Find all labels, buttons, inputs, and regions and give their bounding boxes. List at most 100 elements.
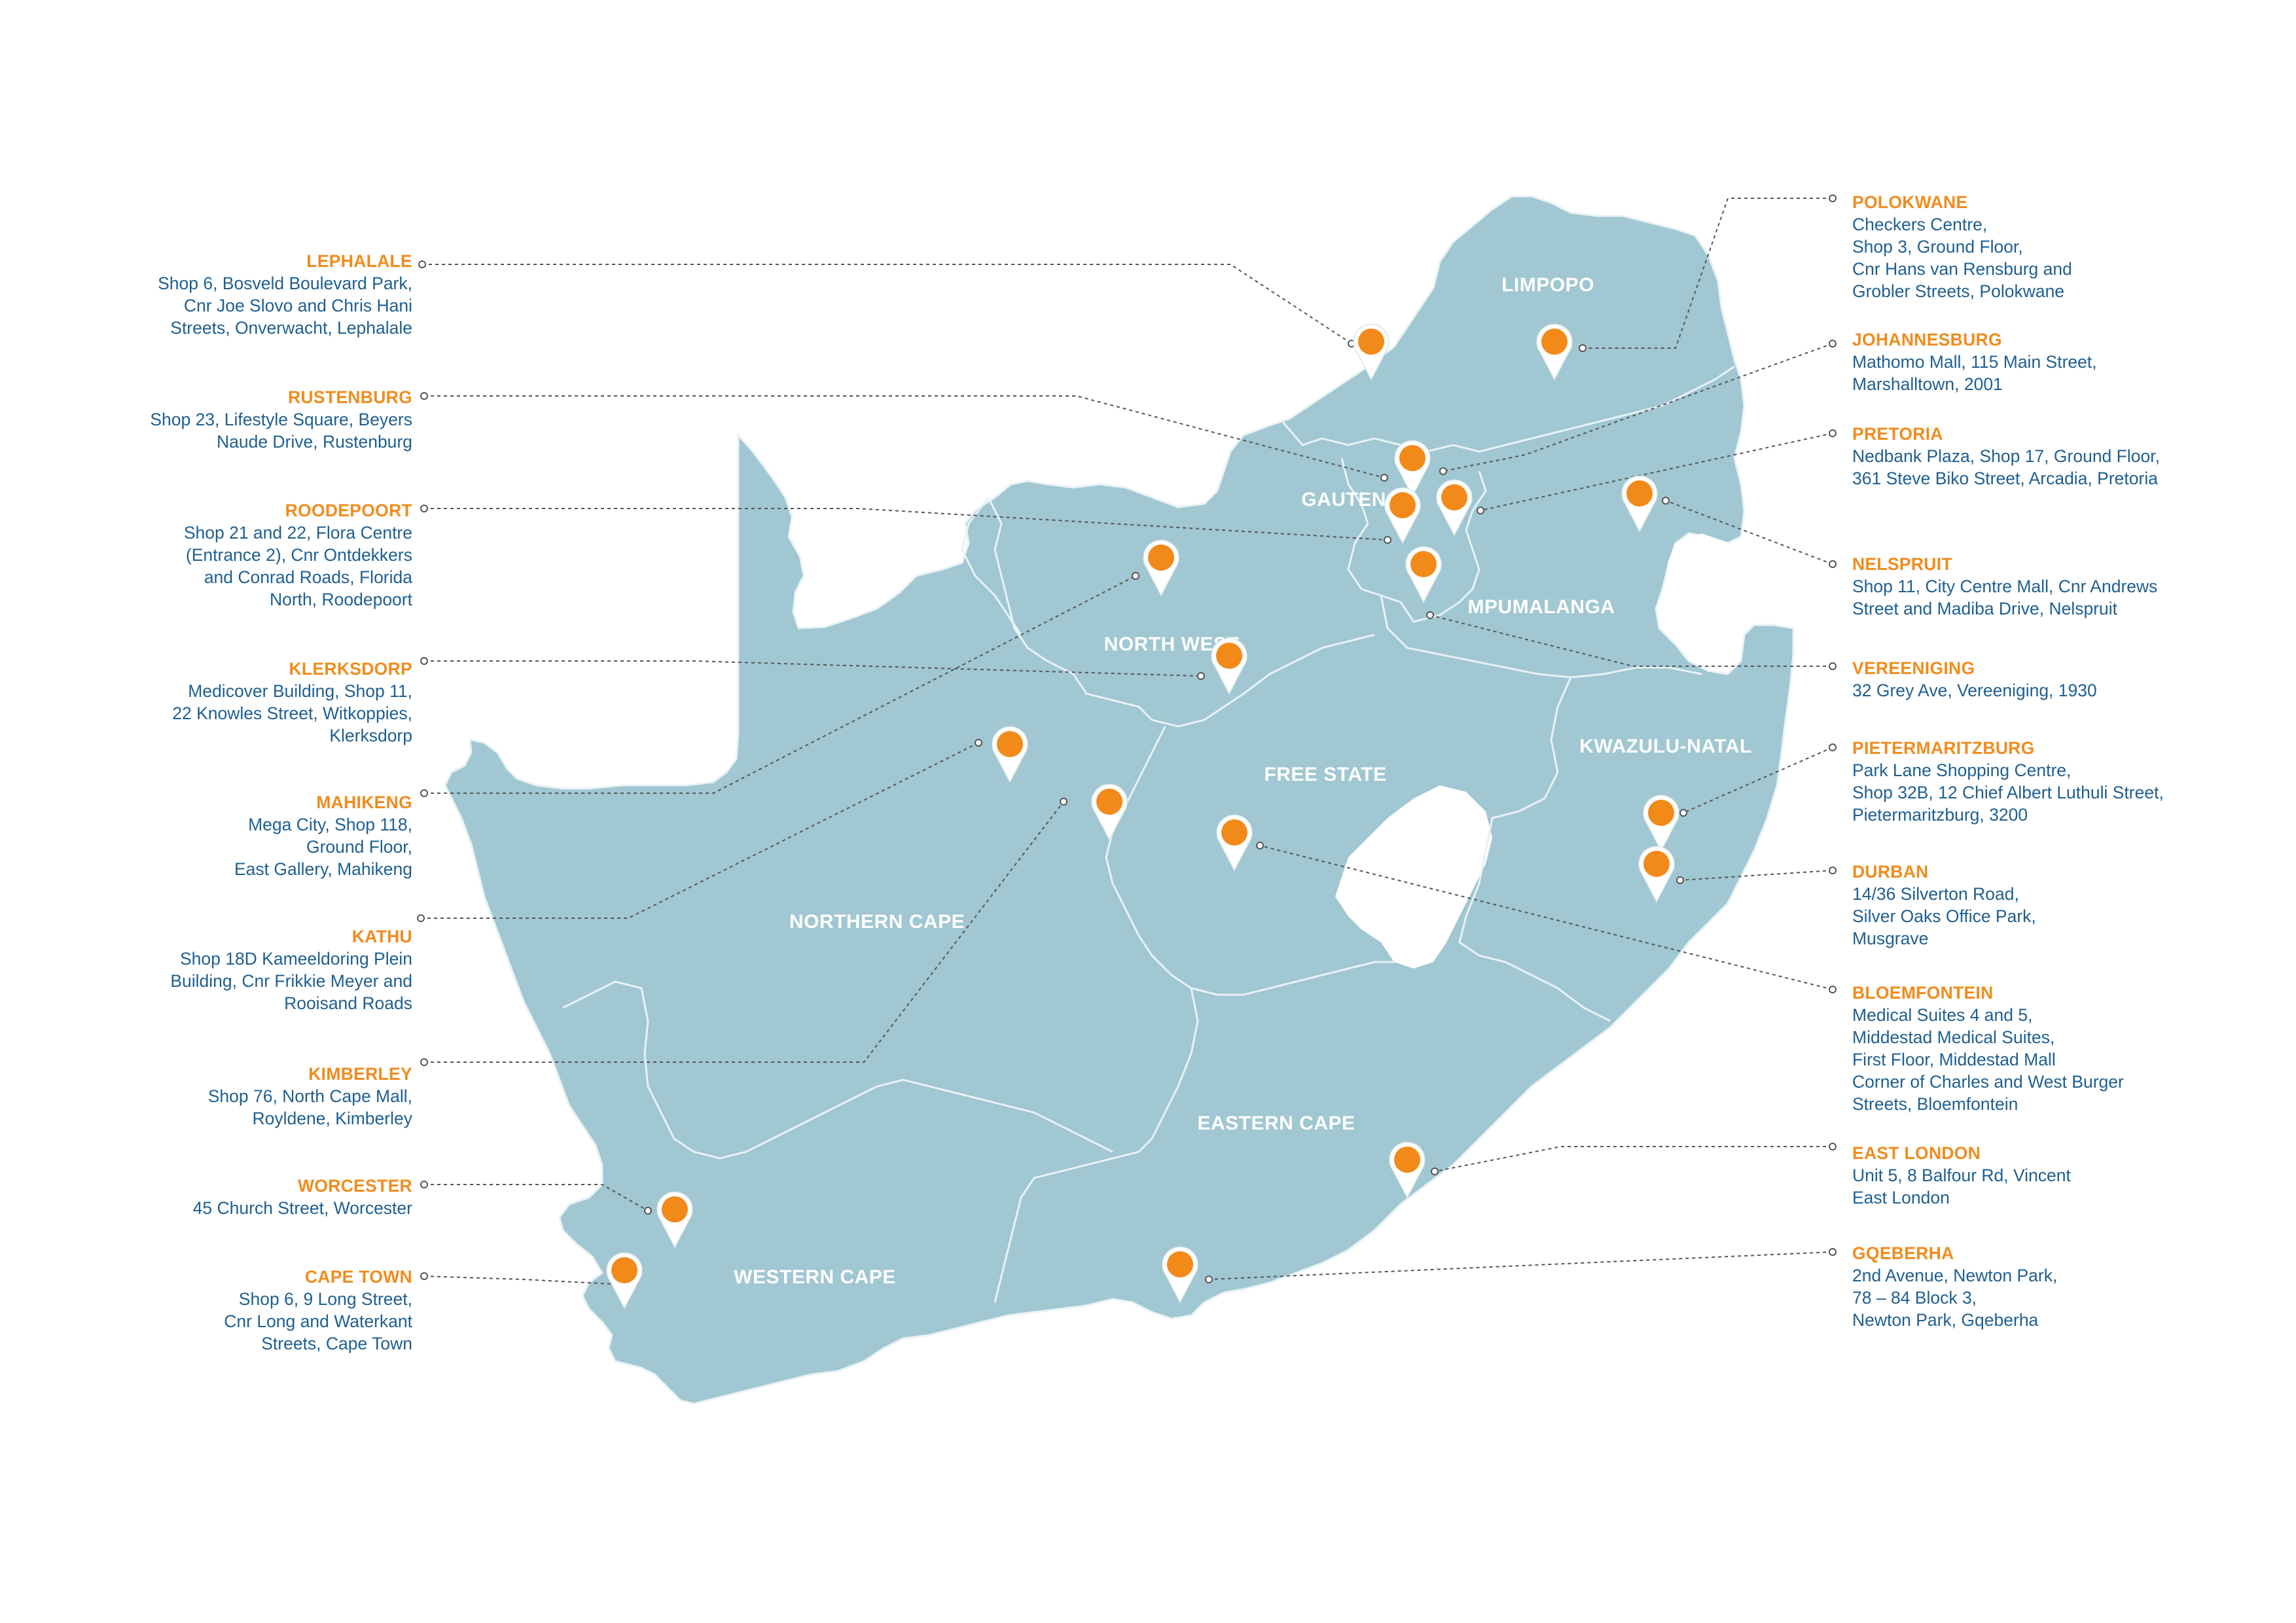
- location-address: Nedbank Plaza, Shop 17, Ground Floor, 36…: [1852, 446, 2160, 488]
- map-pin-icon[interactable]: [1436, 479, 1473, 537]
- location-address: Park Lane Shopping Centre, Shop 32B, 12 …: [1852, 760, 2164, 825]
- leader-line: [1429, 615, 1833, 667]
- location-kathu: KATHU Shop 18D Kameeldoring Plein Buildi…: [46, 925, 412, 1014]
- leader-line: [1683, 747, 1833, 813]
- leader-endpoint-dot: [418, 260, 426, 268]
- leader-line: [1679, 870, 1833, 881]
- leader-endpoint-dot: [1829, 1248, 1837, 1256]
- leader-endpoint-dot: [417, 914, 425, 922]
- location-address: Shop 23, Lifestyle Square, Beyers Naude …: [150, 410, 412, 452]
- region-label-free-state: FREE STATE: [1264, 764, 1386, 785]
- leader-line: [1259, 845, 1833, 990]
- location-roodepoort: ROODEPOORT Shop 21 and 22, Flora Centre …: [46, 499, 412, 611]
- leader-endpoint-dot: [1579, 344, 1587, 352]
- leader-line: [1208, 1251, 1833, 1280]
- leader-line: [423, 1275, 626, 1285]
- location-johannesburg: JOHANNESBURG Mathomo Mall, 115 Main Stre…: [1852, 329, 2219, 395]
- location-address: 45 Church Street, Worcester: [192, 1198, 412, 1218]
- location-name: RUSTENBURG: [288, 387, 412, 407]
- location-name: DURBAN: [1852, 862, 1929, 882]
- leader-endpoint-dot: [420, 392, 428, 400]
- region-label-northern-cape: NORTHERN CAPE: [789, 911, 965, 933]
- leader-line: [424, 575, 1136, 794]
- location-polokwane: POLOKWANE Checkers Centre, Shop 3, Groun…: [1852, 191, 2219, 302]
- leader-endpoint-dot: [1477, 507, 1484, 514]
- map-pin-icon[interactable]: [1389, 1141, 1426, 1199]
- location-name: EAST LONDON: [1852, 1143, 1981, 1163]
- location-lephalale: LEPHALALE Shop 6, Bosveld Boulevard Park…: [46, 250, 412, 339]
- map-pin-icon[interactable]: [1353, 323, 1390, 381]
- leader-endpoint-dot: [1829, 340, 1837, 348]
- map-pin-icon[interactable]: [1162, 1246, 1198, 1304]
- location-bloemfontein: BLOEMFONTEIN Medical Suites 4 and 5, Mid…: [1852, 982, 2271, 1115]
- leader-line: [1583, 198, 1833, 349]
- leader-endpoint-dot: [1205, 1275, 1213, 1283]
- location-address: Shop 6, Bosveld Boulevard Park, Cnr Joe …: [158, 274, 412, 338]
- leader-endpoint-dot: [1384, 536, 1391, 544]
- map-pin-icon[interactable]: [1384, 487, 1421, 544]
- region-label-eastern-cape: EASTERN CAPE: [1197, 1113, 1355, 1134]
- leader-endpoint-dot: [420, 1058, 428, 1066]
- location-kimberley: KIMBERLEY Shop 76, North Cape Mall, Royl…: [46, 1063, 412, 1130]
- location-name: WORCESTER: [298, 1176, 412, 1196]
- location-address: Shop 6, 9 Long Street, Cnr Long and Wate…: [224, 1289, 412, 1353]
- leader-endpoint-dot: [1829, 986, 1837, 993]
- leader-line: [424, 395, 1385, 478]
- leader-endpoint-dot: [1829, 429, 1837, 437]
- map-pin-icon[interactable]: [1394, 440, 1431, 497]
- map-pin-icon[interactable]: [1621, 475, 1658, 533]
- map-pin-icon[interactable]: [1143, 539, 1179, 597]
- location-pietermaritzburg: PIETERMARITZBURG Park Lane Shopping Cent…: [1852, 737, 2271, 826]
- map-pin-icon[interactable]: [1638, 846, 1675, 903]
- region-label-kwazulu-natal: KWAZULU-NATAL: [1579, 736, 1752, 757]
- leader-endpoint-dot: [1679, 809, 1687, 817]
- map-pin-icon[interactable]: [1536, 323, 1573, 381]
- leader-endpoint-dot: [420, 505, 428, 512]
- location-address: Unit 5, 8 Balfour Rd, Vincent East Londo…: [1852, 1166, 2071, 1207]
- leader-line: [424, 508, 1388, 541]
- map-pin-icon[interactable]: [1643, 794, 1679, 852]
- location-east-london: EAST LONDON Unit 5, 8 Balfour Rd, Vincen…: [1852, 1142, 2219, 1209]
- leader-endpoint-dot: [1197, 672, 1205, 680]
- location-address: Shop 21 and 22, Flora Centre (Entrance 2…: [183, 523, 412, 609]
- map-pin-icon[interactable]: [1211, 637, 1247, 695]
- location-name: GQEBERHA: [1852, 1243, 1954, 1263]
- location-name: PIETERMARITZBURG: [1852, 738, 2035, 758]
- leader-endpoint-dot: [1829, 1143, 1837, 1150]
- map-pin-icon[interactable]: [1405, 546, 1442, 603]
- map-pin-icon[interactable]: [606, 1252, 643, 1310]
- leader-endpoint-dot: [1380, 474, 1388, 482]
- leader-endpoint-dot: [420, 1272, 428, 1280]
- location-klerksdorp: KLERKSDORP Medicover Building, Shop 11, …: [46, 658, 412, 747]
- leader-endpoint-dot: [975, 739, 982, 747]
- map-pin-icon[interactable]: [656, 1191, 693, 1249]
- leader-line: [422, 264, 1352, 344]
- leader-endpoint-dot: [644, 1207, 652, 1215]
- location-markers: [606, 323, 1679, 1310]
- leader-endpoint-dot: [1829, 662, 1837, 670]
- eswatini-cutout: [1666, 533, 1734, 618]
- map-pin-icon[interactable]: [1216, 814, 1253, 872]
- location-worcester: WORCESTER 45 Church Street, Worcester: [46, 1175, 412, 1219]
- location-pretoria: PRETORIA Nedbank Plaza, Shop 17, Ground …: [1852, 423, 2271, 490]
- location-address: Checkers Centre, Shop 3, Ground Floor, C…: [1852, 215, 2072, 301]
- region-label-western-cape: WESTERN CAPE: [734, 1266, 896, 1288]
- map-pin-icon[interactable]: [1091, 783, 1128, 841]
- location-durban: DURBAN 14/36 Silverton Road, Silver Oaks…: [1852, 861, 2219, 950]
- location-name: JOHANNESBURG: [1852, 330, 2002, 349]
- location-address: Medical Suites 4 and 5, Middestad Medica…: [1852, 1005, 2124, 1114]
- location-address: Medicover Building, Shop 11, 22 Knowles …: [172, 681, 412, 745]
- location-address: Mathomo Mall, 115 Main Street, Marshallt…: [1852, 352, 2097, 394]
- map-pin-icon[interactable]: [992, 726, 1028, 783]
- leader-endpoint-dot: [1829, 560, 1837, 568]
- region-labels: LIMPOPO GAUTENG MPUMALANGA NORTH WEST FR…: [734, 274, 1752, 1288]
- leader-endpoint-dot: [1132, 572, 1139, 580]
- leader-line: [424, 801, 1064, 1063]
- location-name: PRETORIA: [1852, 424, 1943, 444]
- leader-endpoint-dot: [1426, 611, 1434, 619]
- location-address: Mega City, Shop 118, Ground Floor, East …: [234, 815, 412, 879]
- region-label-mpumalanga: MPUMALANGA: [1468, 596, 1615, 618]
- location-address: Shop 11, City Centre Mall, Cnr Andrews S…: [1852, 577, 2158, 618]
- location-name: ROODEPOORT: [285, 501, 412, 520]
